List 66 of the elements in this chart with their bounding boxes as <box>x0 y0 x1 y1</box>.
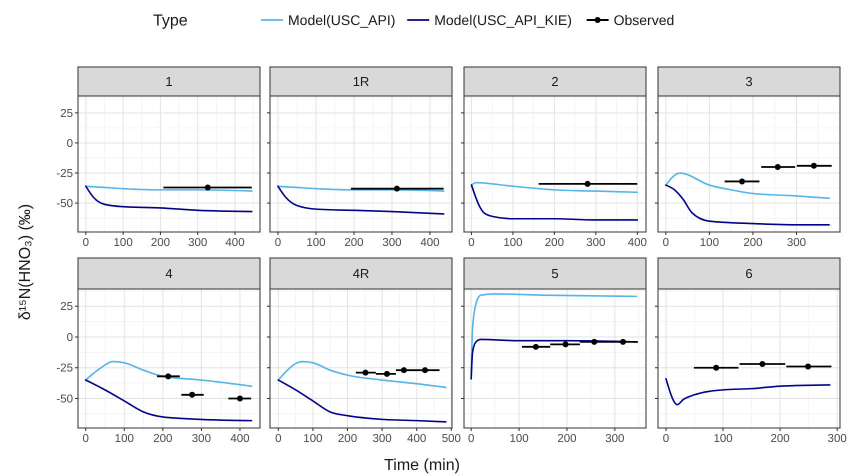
y-tick-label: -25 <box>56 362 73 375</box>
legend-label: Model(USC_API_KIE) <box>434 12 572 28</box>
chart-title: 1 <box>165 74 173 89</box>
line-series <box>84 379 252 422</box>
x-tick-label: 400 <box>225 237 245 249</box>
x-tick-label: 400 <box>420 237 440 249</box>
x-tick-label: 100 <box>700 237 719 249</box>
x-tick-label: 100 <box>114 433 134 445</box>
x-tick-label: 0 <box>82 237 90 249</box>
chart-title: 6 <box>745 266 753 281</box>
x-tick-label: 100 <box>306 237 326 249</box>
point <box>189 392 196 398</box>
x-tick-label: 300 <box>382 237 402 249</box>
chart-title: 1R <box>352 74 370 89</box>
y-tick-label: 0 <box>66 332 73 344</box>
x-tick-label: 200 <box>557 433 577 445</box>
legend-label: Model(USC_API) <box>288 12 396 28</box>
x-tick-label: 0 <box>468 433 474 445</box>
x-tick-label: 500 <box>442 433 461 445</box>
x-tick-label: 0 <box>275 433 282 445</box>
x-tick-label: 200 <box>344 237 364 249</box>
x-tick-label: 0 <box>662 433 670 445</box>
x-tick-label: 0 <box>82 433 89 445</box>
point <box>165 373 172 380</box>
x-tick-label: 0 <box>274 237 282 249</box>
x-tick-label: 400 <box>407 433 426 445</box>
y-tick-label: 25 <box>60 108 73 120</box>
x-tick-label: 300 <box>605 433 624 445</box>
point <box>236 395 243 402</box>
chart-title: 3 <box>745 74 753 89</box>
line-series <box>85 185 253 212</box>
chart-title: 4R <box>352 266 370 281</box>
x-tick-label: 300 <box>786 237 806 249</box>
y-tick-label: -25 <box>56 168 73 180</box>
x-tick-label: 0 <box>468 237 475 249</box>
y-tick-label: 25 <box>60 301 73 314</box>
x-tick-label: 200 <box>338 433 358 445</box>
x-tick-label: 300 <box>828 433 847 445</box>
x-tick-label: 300 <box>192 433 211 445</box>
legend-title: Type <box>153 12 188 30</box>
x-axis-title: Time (min) <box>384 457 460 474</box>
x-tick-label: 300 <box>586 237 606 249</box>
x-tick-label: 300 <box>372 433 392 445</box>
legend-label: Observed <box>614 12 674 28</box>
y-axis-title: δ¹⁵N(HNO₃) (‰) <box>17 204 34 320</box>
y-tick-label: -50 <box>56 198 73 210</box>
x-tick-label: 100 <box>509 433 529 445</box>
y-tick-label: 0 <box>66 138 73 150</box>
x-tick-label: 100 <box>503 237 523 249</box>
x-tick-label: 200 <box>743 237 763 249</box>
chart-title: 5 <box>551 266 559 281</box>
x-tick-label: 200 <box>153 433 172 445</box>
x-tick-label: 300 <box>188 237 208 249</box>
x-tick-label: 200 <box>770 433 790 445</box>
x-tick-label: 200 <box>544 237 564 249</box>
x-tick-label: 100 <box>713 433 733 445</box>
x-tick-label: 100 <box>114 237 133 249</box>
x-tick-label: 400 <box>230 433 250 445</box>
chart-title: 4 <box>165 266 173 281</box>
line-series <box>84 360 252 387</box>
chart-title: 2 <box>551 74 559 89</box>
x-tick-label: 0 <box>662 237 670 249</box>
x-tick-label: 400 <box>628 237 647 249</box>
x-tick-label: 200 <box>150 237 170 249</box>
x-tick-label: 100 <box>303 433 322 445</box>
y-tick-label: -50 <box>56 393 73 406</box>
